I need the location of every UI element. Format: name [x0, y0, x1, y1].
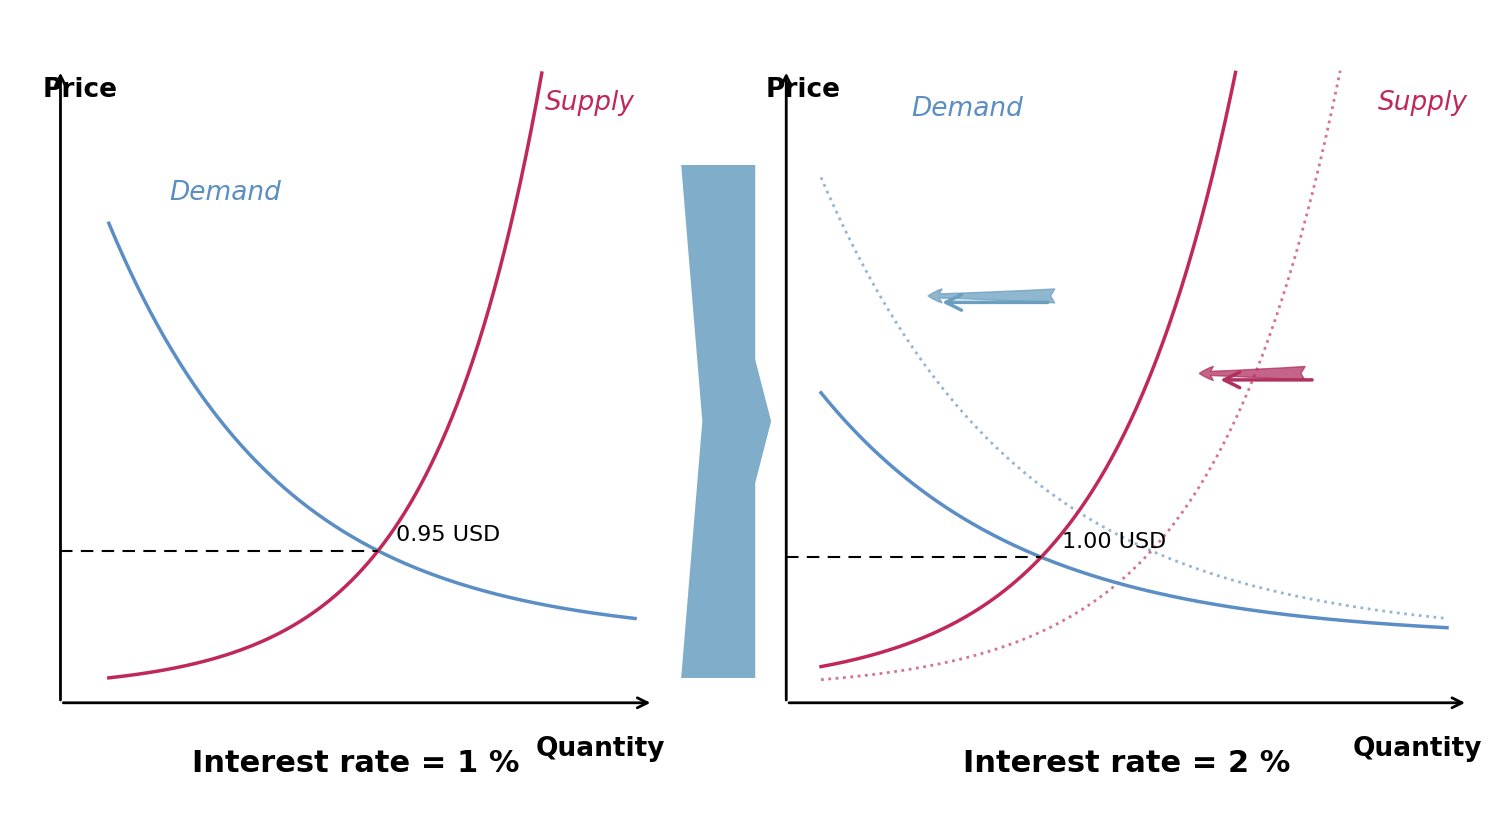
Polygon shape [680, 165, 771, 678]
Text: Price: Price [765, 77, 841, 103]
Text: Price: Price [42, 77, 118, 103]
Text: Interest rate = 1 %: Interest rate = 1 % [192, 748, 519, 777]
Text: Supply: Supply [544, 89, 635, 116]
Text: Interest rate = 2 %: Interest rate = 2 % [963, 748, 1290, 777]
Text: Demand: Demand [169, 179, 281, 206]
Text: 1.00 USD: 1.00 USD [1061, 531, 1166, 551]
Text: Quantity: Quantity [535, 735, 665, 761]
Text: Demand: Demand [912, 96, 1024, 122]
Text: Quantity: Quantity [1352, 735, 1482, 761]
Text: 0.95 USD: 0.95 USD [396, 524, 500, 545]
Text: Supply: Supply [1377, 89, 1468, 116]
